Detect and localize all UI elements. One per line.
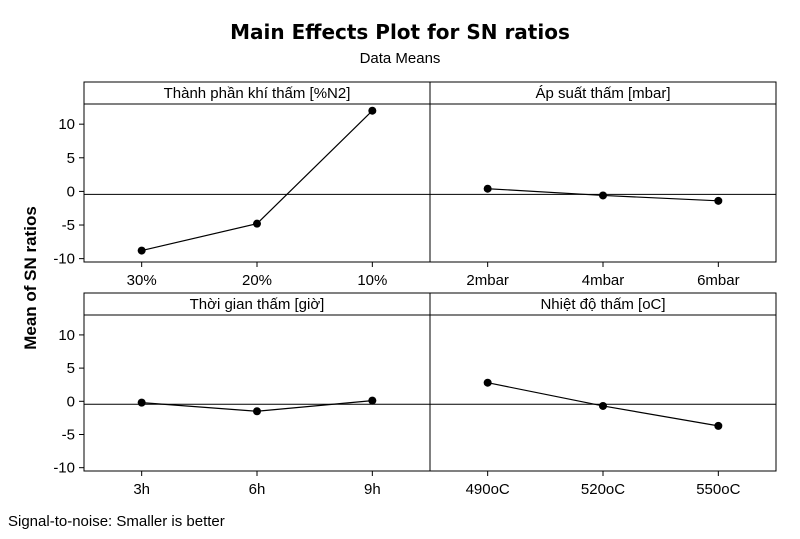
y-tick-label: 10 [58, 116, 75, 133]
x-tick-label: 520oC [581, 481, 625, 498]
x-tick-label: 9h [364, 481, 381, 498]
y-tick-label: -5 [62, 426, 75, 443]
data-point [483, 184, 492, 193]
panel-header-label: Thời gian thấm [giờ] [190, 296, 325, 313]
data-point [137, 246, 146, 255]
panel-header-label: Áp suất thấm [mbar] [535, 85, 670, 102]
y-tick-label: -5 [62, 217, 75, 234]
y-tick-label: 10 [58, 327, 75, 344]
footnote: Signal-to-noise: Smaller is better [8, 513, 225, 530]
chart-title: Main Effects Plot for SN ratios [230, 20, 570, 44]
x-tick-label: 550oC [696, 481, 740, 498]
data-point [368, 106, 377, 115]
chart-subtitle: Data Means [359, 50, 441, 67]
panel-frame [429, 103, 777, 263]
data-point [599, 191, 607, 200]
panel-frame [429, 314, 777, 472]
y-tick-label: 0 [67, 183, 75, 200]
data-point [253, 219, 261, 228]
panel-header-label: Nhiệt độ thấm [oC] [540, 296, 665, 313]
x-tick-label: 4mbar [582, 272, 625, 289]
x-tick-label: 20% [242, 272, 272, 289]
data-point [137, 398, 146, 407]
data-point [253, 407, 261, 416]
y-axis-label: Mean of SN ratios [21, 206, 40, 350]
y-tick-label: 5 [67, 150, 75, 167]
y-tick-label: -10 [53, 460, 75, 477]
panel-header-label: Thành phần khí thấm [%N2] [164, 85, 351, 102]
x-tick-label: 6mbar [697, 272, 740, 289]
data-point [368, 396, 377, 405]
x-tick-label: 30% [127, 272, 157, 289]
x-tick-label: 6h [249, 481, 266, 498]
y-tick-label: 5 [67, 360, 75, 377]
data-point [714, 421, 723, 430]
x-tick-label: 10% [357, 272, 387, 289]
y-tick-label: 0 [67, 393, 75, 410]
x-tick-label: 3h [133, 481, 150, 498]
data-point [599, 401, 607, 410]
x-tick-label: 490oC [466, 481, 510, 498]
data-point [714, 196, 723, 205]
data-point [483, 378, 492, 387]
panel-frame [83, 103, 431, 263]
y-tick-label: -10 [53, 251, 75, 268]
panel-frame [83, 314, 431, 472]
series-line [141, 110, 373, 252]
x-tick-label: 2mbar [466, 272, 509, 289]
